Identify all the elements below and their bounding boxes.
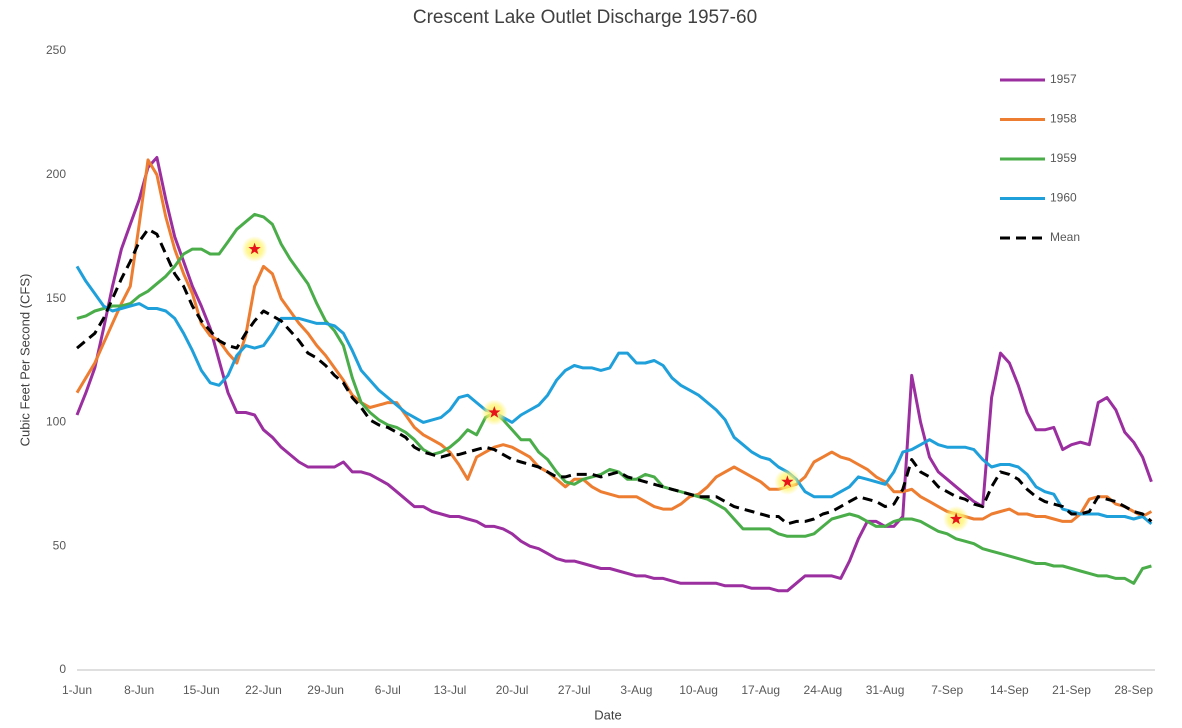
y-tick-label: 0 xyxy=(59,662,66,676)
y-tick-label: 50 xyxy=(53,538,67,552)
series-line xyxy=(75,158,1153,523)
x-tick-label: 8-Jun xyxy=(124,683,154,697)
legend-label: 1959 xyxy=(1050,151,1077,165)
y-tick-label: 150 xyxy=(46,291,66,305)
x-tick-label: 1-Jun xyxy=(62,683,92,697)
legend-label: Mean xyxy=(1050,230,1080,244)
chart-title: Crescent Lake Outlet Discharge 1957-60 xyxy=(413,7,757,28)
x-tick-label: 31-Aug xyxy=(866,683,905,697)
legend-label: 1957 xyxy=(1050,72,1077,86)
x-tick-label: 17-Aug xyxy=(741,683,780,697)
series-line xyxy=(76,227,1153,526)
x-tick-label: 6-Jul xyxy=(375,683,401,697)
y-tick-label: 200 xyxy=(46,167,66,181)
legend-label: 1960 xyxy=(1050,191,1077,205)
x-tick-label: 29-Jun xyxy=(307,683,344,697)
x-tick-label: 28-Sep xyxy=(1114,683,1153,697)
x-tick-label: 7-Sep xyxy=(931,683,963,697)
y-tick-label: 250 xyxy=(46,43,66,57)
y-axis-title: Cubic Feet Per Second (CFS) xyxy=(17,274,32,447)
x-tick-label: 3-Aug xyxy=(620,683,652,697)
series-line xyxy=(75,265,1153,526)
x-tick-label: 15-Jun xyxy=(183,683,220,697)
y-tick-label: 100 xyxy=(46,415,66,429)
marker-star xyxy=(488,406,501,418)
marker-star xyxy=(949,512,963,525)
x-axis-title: Date xyxy=(594,707,621,722)
marker-star xyxy=(781,475,794,488)
legend-label: 1958 xyxy=(1050,112,1077,126)
x-tick-label: 24-Aug xyxy=(804,683,843,697)
x-tick-label: 14-Sep xyxy=(990,683,1029,697)
x-tick-label: 13-Jul xyxy=(434,683,467,697)
x-tick-label: 10-Aug xyxy=(679,683,718,697)
marker-star xyxy=(248,242,261,255)
x-tick-label: 22-Jun xyxy=(245,683,282,697)
x-tick-label: 20-Jul xyxy=(496,683,529,697)
series-line xyxy=(76,212,1152,585)
x-tick-label: 27-Jul xyxy=(558,683,591,697)
series-line xyxy=(75,156,1153,593)
x-tick-label: 21-Sep xyxy=(1052,683,1091,697)
